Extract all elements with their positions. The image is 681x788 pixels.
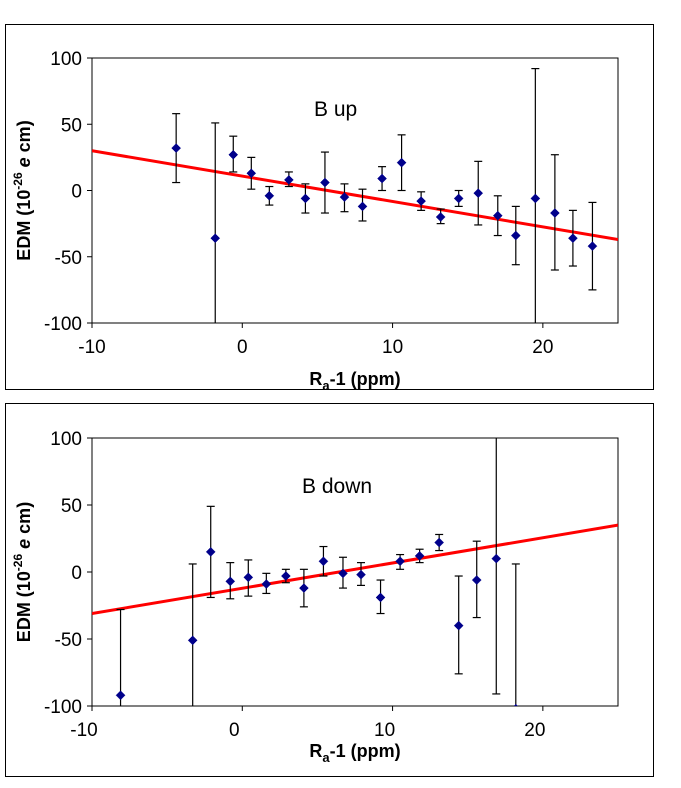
chart2-data-point bbox=[338, 568, 348, 579]
chart2-x-axis-label: Ra-1 (ppm) bbox=[309, 741, 400, 765]
chart2-xtick-label: 0 bbox=[229, 720, 240, 741]
top-chart-panel: -100 -50 0 50 100 -10 0 10 20 B up Ra-1 (ppm) EDM (… bbox=[5, 24, 654, 391]
chart1-series-group bbox=[92, 67, 635, 323]
chart1-xtick-label: -10 bbox=[78, 337, 105, 358]
chart1-data-point bbox=[339, 192, 350, 202]
chart2-annotation: B down bbox=[302, 475, 372, 498]
chart2-data-point bbox=[243, 572, 254, 583]
chart2-data-point bbox=[453, 620, 464, 631]
chart1-data-point bbox=[492, 210, 503, 221]
chart2-plot-area bbox=[91, 437, 619, 707]
chart1-data-point bbox=[246, 168, 257, 179]
chart1-data-point bbox=[396, 157, 407, 168]
chart2-data-point bbox=[115, 690, 126, 701]
chart1-ytick-label: -100 bbox=[44, 314, 82, 335]
chart2-xtick-label: 20 bbox=[524, 720, 545, 741]
chart2-data-point bbox=[491, 553, 502, 564]
chart1-ytick-label: 50 bbox=[61, 115, 82, 136]
chart1-data-point bbox=[377, 173, 387, 184]
chart2-data-point bbox=[375, 592, 386, 603]
chart2-ytick-label: 0 bbox=[71, 563, 82, 584]
chart1-data-point bbox=[453, 193, 464, 204]
chart2-data-point bbox=[281, 571, 291, 581]
chart2-ytick-label: 50 bbox=[61, 496, 82, 517]
chart1-xtick-label: 10 bbox=[382, 337, 403, 358]
chart1-ytick-label: 100 bbox=[50, 49, 82, 70]
chart1-y-axis-label: EDM (10-26 e cm) bbox=[11, 120, 34, 260]
chart1-data-point bbox=[210, 233, 221, 244]
chart1-xtick-label: 0 bbox=[237, 337, 248, 358]
chart1-data-point bbox=[416, 196, 426, 206]
chart1-data-point bbox=[568, 233, 578, 244]
chart2-data-point bbox=[356, 569, 366, 580]
bottom-chart-panel: -100 -50 0 50 100 -10 0 10 20 B down Ra-1 (ppm) EDM… bbox=[5, 403, 654, 777]
chart1-x-axis-label: Ra-1 (ppm) bbox=[309, 369, 400, 391]
chart2-data-point bbox=[471, 575, 482, 585]
chart2-xtick-label: -10 bbox=[70, 720, 97, 741]
chart2-y-axis-label: EDM (10-26 e cm) bbox=[11, 502, 34, 642]
chart1-annotation: B up bbox=[314, 98, 357, 121]
chart2-xtick-label: 10 bbox=[374, 720, 395, 741]
chart1-data-point bbox=[264, 190, 275, 201]
chart2-data-point bbox=[395, 556, 405, 567]
chart1-data-point bbox=[587, 241, 598, 252]
chart1-fit-line bbox=[92, 149, 618, 242]
chart1-data-point bbox=[473, 188, 484, 199]
chart1-data-point bbox=[357, 201, 368, 212]
chart1-data-point bbox=[530, 193, 541, 204]
chart1-data-point bbox=[228, 149, 239, 160]
chart2-data-point bbox=[205, 547, 216, 557]
chart2-data-point bbox=[261, 579, 272, 589]
chart1-data-point bbox=[510, 230, 521, 241]
chart1-data-point bbox=[320, 177, 330, 188]
chart1-data-point bbox=[435, 212, 446, 222]
chart2-ytick-label: 100 bbox=[50, 429, 82, 450]
chart1-data-point bbox=[626, 223, 635, 232]
chart2-data-point bbox=[434, 537, 445, 548]
chart1-data-point bbox=[300, 193, 311, 204]
chart1-xtick-label: 20 bbox=[532, 337, 553, 358]
chart2-data-point bbox=[187, 635, 198, 646]
chart1-data-point bbox=[284, 175, 294, 185]
chart2-data-point bbox=[299, 583, 309, 593]
chart2-series-group bbox=[92, 438, 618, 706]
chart1-data-point bbox=[171, 143, 182, 153]
chart2-data-point bbox=[318, 556, 329, 567]
chart1-data-point bbox=[550, 208, 560, 218]
chart1-ytick-label: -50 bbox=[55, 248, 82, 269]
chart2-data-point bbox=[225, 576, 236, 587]
chart2-data-point bbox=[414, 551, 425, 561]
chart2-ytick-label: -50 bbox=[55, 630, 82, 651]
chart2-data-point bbox=[513, 703, 518, 706]
chart2-fit-line bbox=[92, 523, 618, 616]
chart2-ytick-label: -100 bbox=[44, 697, 82, 718]
chart1-ytick-label: 0 bbox=[71, 182, 82, 203]
chart1-plot-area bbox=[91, 57, 619, 324]
